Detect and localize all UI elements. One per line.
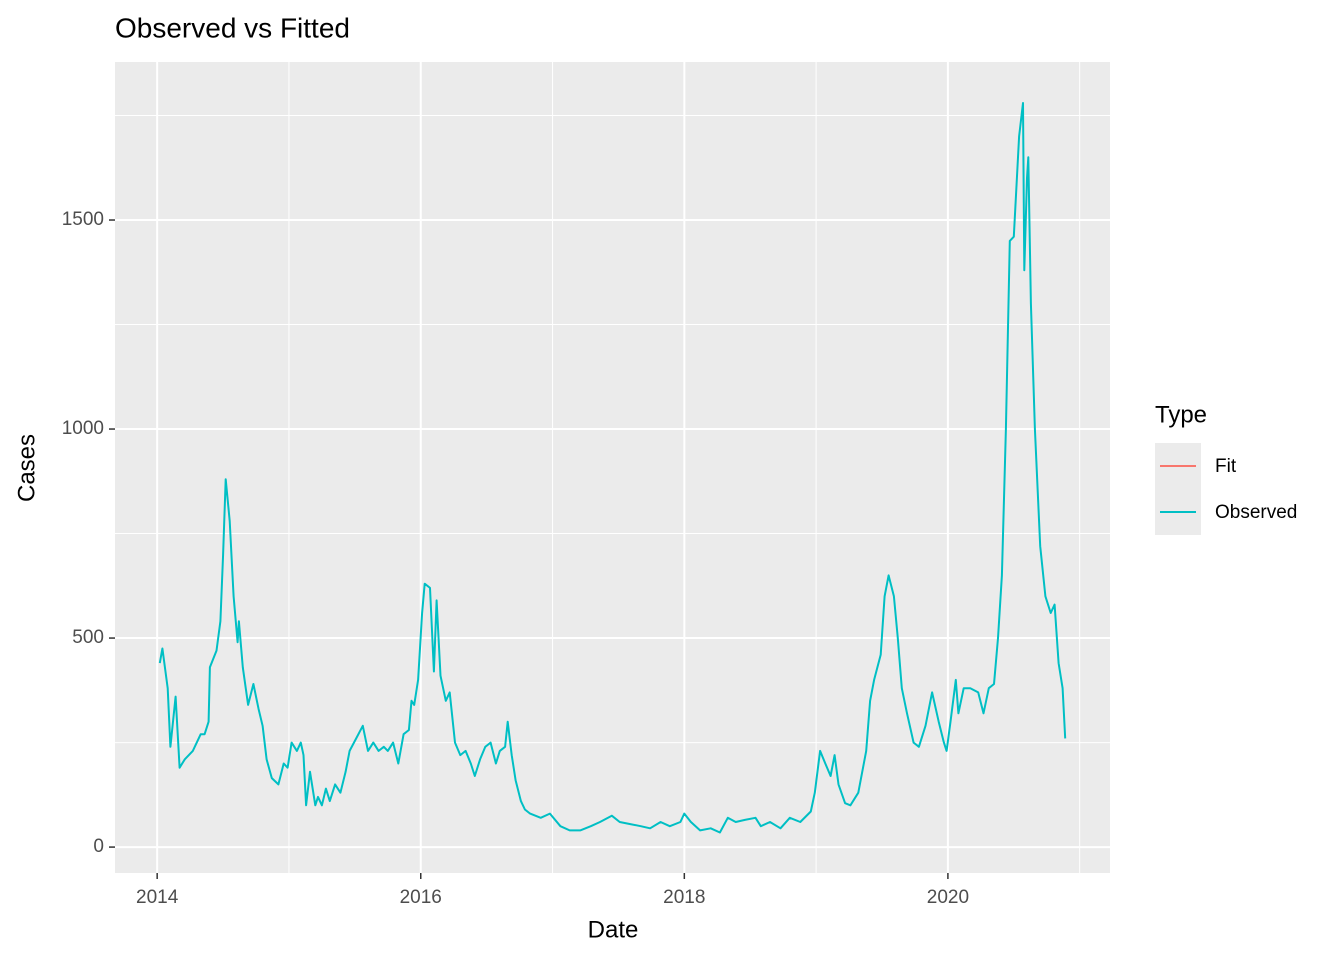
lines (158, 102, 1067, 834)
y-tick-label: 0 (93, 836, 104, 857)
y-axis-title: Cases (13, 434, 40, 502)
y-tick-label: 500 (72, 627, 104, 648)
legend-title: Type (1155, 401, 1207, 428)
x-tick-label: 2020 (927, 887, 969, 908)
x-axis-title: Date (588, 916, 639, 943)
x-tick-label: 2014 (136, 887, 179, 908)
y-tick-label: 1500 (62, 209, 104, 230)
grid (115, 62, 1110, 873)
y-tick-label: 1000 (62, 418, 104, 439)
x-tick-label: 2018 (663, 887, 705, 908)
data-line (158, 102, 1067, 834)
chart-title: Observed vs Fitted (115, 12, 350, 43)
panel (115, 62, 1110, 873)
legend-label: Observed (1215, 502, 1297, 523)
x-tick-label: 2016 (400, 887, 442, 908)
legend: Type Fit Observed (1155, 401, 1297, 535)
legend-label: Fit (1215, 456, 1237, 477)
axes: 0 500 1000 1500 2014 2016 2018 2020 (62, 209, 969, 908)
